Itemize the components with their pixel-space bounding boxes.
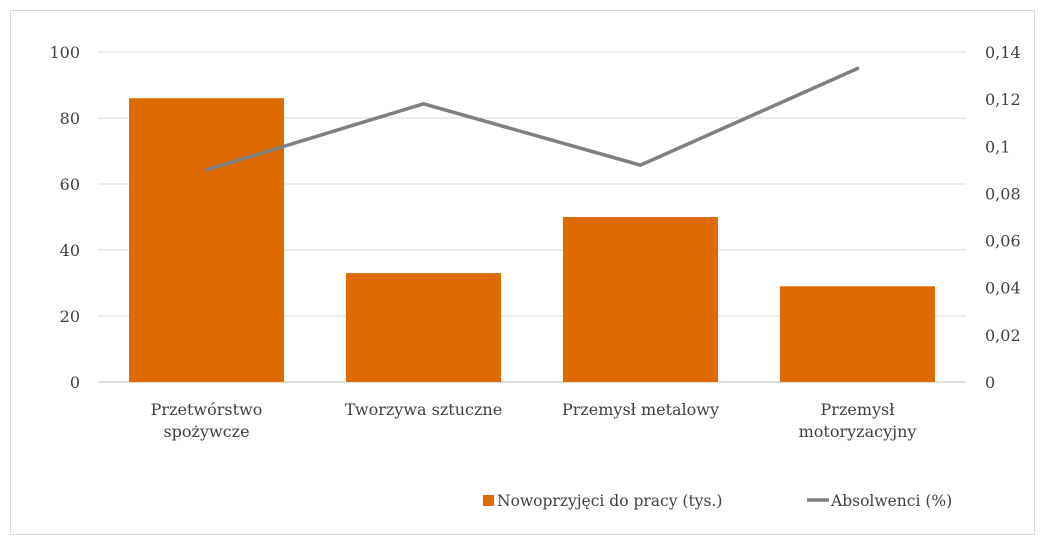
right-axis-ticks: 0 0,02 0,04 0,06 0,08 0,1 0,12 0,14	[985, 43, 1021, 392]
y-left-tick-label: 60	[60, 175, 80, 194]
y-right-tick-label: 0,1	[985, 137, 1010, 156]
legend-label-line: Absolwenci (%)	[830, 492, 952, 510]
y-left-tick-label: 80	[60, 109, 80, 128]
bar	[563, 217, 718, 382]
y-left-tick-label: 20	[60, 307, 80, 326]
legend: Nowoprzyjęci do pracy (tys.) Absolwenci …	[483, 492, 952, 510]
category-labels: Przetwórstwo spożywcze Tworzywa sztuczne Pr…	[151, 400, 917, 441]
y-right-tick-label: 0	[985, 373, 995, 392]
y-right-tick-label: 0,08	[985, 184, 1021, 203]
y-left-tick-label: 100	[49, 43, 80, 62]
y-right-tick-label: 0,02	[985, 326, 1021, 345]
y-right-tick-label: 0,12	[985, 90, 1021, 109]
category-label: spożywcze	[163, 422, 249, 441]
y-right-tick-label: 0,06	[985, 232, 1021, 251]
legend-label-bar: Nowoprzyjęci do pracy (tys.)	[497, 492, 722, 510]
category-label: motoryzacyjny	[799, 422, 917, 441]
category-label: Tworzywa sztuczne	[345, 400, 502, 419]
category-label: Przetwórstwo	[151, 400, 263, 419]
y-right-tick-label: 0,04	[985, 279, 1021, 298]
bar	[780, 286, 935, 382]
bar	[129, 98, 284, 382]
y-left-tick-label: 0	[70, 373, 80, 392]
bar	[346, 273, 501, 382]
line-path	[204, 66, 860, 172]
y-left-tick-label: 40	[60, 241, 80, 260]
legend-swatch-bar	[483, 495, 494, 506]
bar-series	[129, 98, 935, 382]
line-series	[204, 66, 860, 172]
category-label: Przemysł metalowy	[562, 400, 719, 419]
y-right-tick-label: 0,14	[985, 43, 1021, 62]
left-axis-ticks: 0 20 40 60 80 100	[49, 43, 80, 392]
category-label: Przemysł	[821, 400, 895, 419]
